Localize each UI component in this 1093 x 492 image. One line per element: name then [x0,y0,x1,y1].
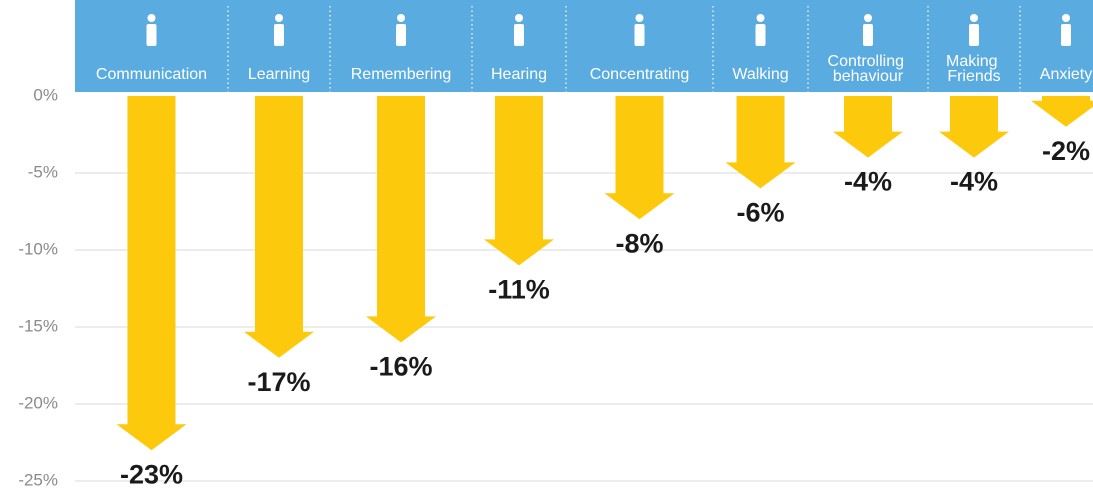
value-label: -23% [120,459,183,489]
value-label: -6% [736,198,784,228]
x-tick-label: Hearing [491,66,547,83]
icon-body [396,24,406,46]
arrow-bar [604,96,675,220]
value-label: -4% [950,167,998,197]
arrow-bar [116,96,187,451]
x-tick-label: Walking [732,66,788,83]
x-tick-label: Communication [96,66,207,83]
icon-body [1061,24,1071,46]
category-icon [1061,14,1071,46]
icon-head [147,14,156,22]
icon-body [634,24,645,46]
icon-head [1062,14,1070,22]
x-tick-label: Learning [248,66,310,83]
icon-head [275,14,283,22]
y-tick-label: 0% [33,85,58,104]
value-label: -16% [369,352,432,382]
icon-head [756,14,765,22]
arrow-bar [244,96,314,358]
category-icon [969,14,979,46]
category-icon [863,14,873,46]
arrow-bar [939,96,1009,158]
value-label: -2% [1042,136,1090,166]
arrow-bar [725,96,796,189]
category-icon [274,14,284,46]
header-band [75,0,1093,92]
y-tick-label: -10% [18,239,58,258]
y-tick-label: -15% [18,316,58,335]
x-tick-label: Controlling behaviour [828,53,909,85]
icon-head [864,14,872,22]
icon-head [970,14,978,22]
category-icon [514,14,524,46]
value-label: -11% [488,275,550,305]
icon-body [146,24,157,46]
icon-head [397,14,405,22]
y-tick-label: -5% [28,162,58,181]
category-icon [634,14,645,46]
category-icon [146,14,157,46]
arrow-bar [833,96,903,158]
category-icon [755,14,766,46]
y-tick-label: -25% [18,470,58,489]
value-label: -17% [247,367,310,397]
icon-body [969,24,979,46]
icon-head [515,14,523,22]
icon-body [863,24,873,46]
x-tick-label: Anxiety [1040,66,1092,83]
icon-body [274,24,284,46]
value-label: -8% [615,228,663,258]
arrow-bar [366,96,436,343]
icon-body [755,24,766,46]
y-tick-label: -20% [18,393,58,412]
icon-body [514,24,524,46]
category-icon [396,14,406,46]
icon-head [635,14,644,22]
x-tick-label: Making Friends [946,53,1002,85]
value-label: -4% [844,167,892,197]
arrow-bar [1031,96,1093,127]
x-tick-label: Remembering [351,66,451,83]
arrow-bar [484,96,554,266]
x-tick-label: Concentrating [590,66,690,83]
